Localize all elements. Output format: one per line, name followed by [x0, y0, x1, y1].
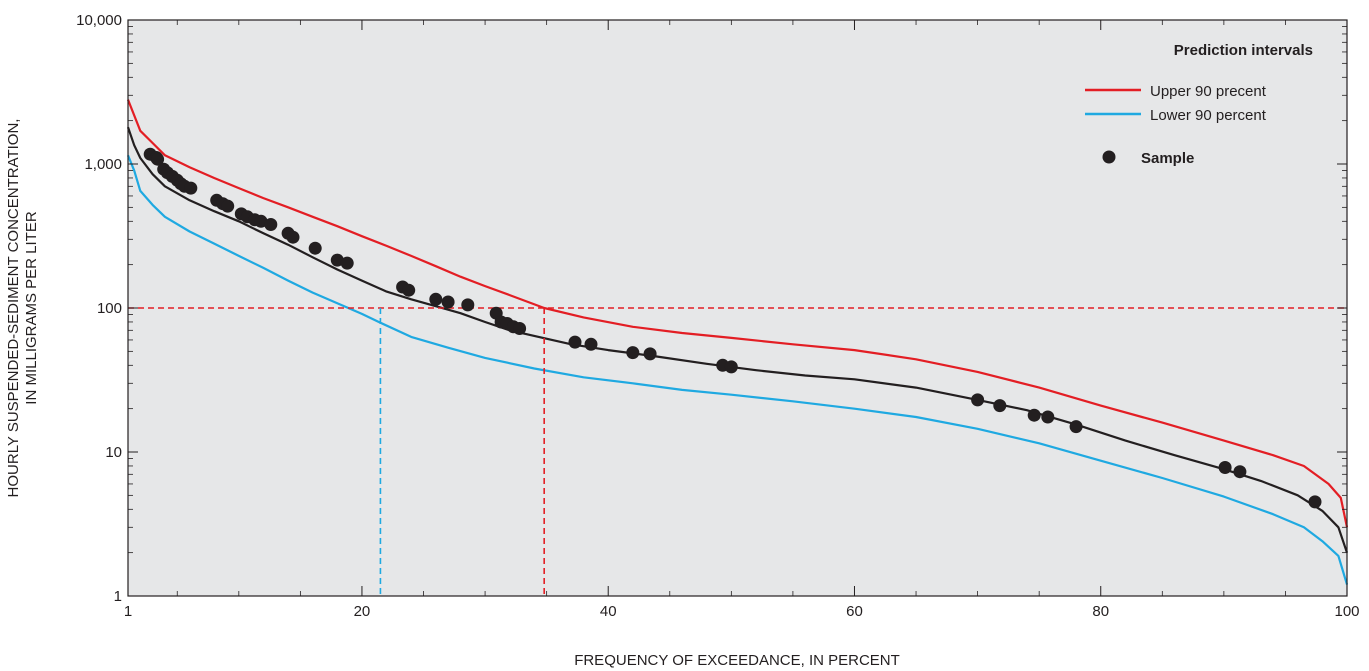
sample-point — [513, 322, 527, 335]
y-axis-title-line1: HOURLY SUSPENDED-SEDIMENT CONCENTRATION, — [5, 119, 22, 498]
regression-curve — [126, 126, 1349, 554]
sample-point — [971, 393, 985, 407]
y-tick-label: 1,000 — [84, 156, 122, 173]
upper-90-curve — [126, 99, 1349, 528]
sample-point — [1027, 408, 1041, 422]
sample-point — [643, 347, 657, 361]
x-tick-label: 100 — [1334, 603, 1359, 620]
sample-point — [568, 335, 582, 349]
y-tick-label: 10,000 — [76, 12, 122, 29]
sample-point — [1233, 465, 1247, 479]
sample-point — [441, 295, 455, 309]
y-tick-label: 1 — [114, 588, 122, 605]
sample-point — [184, 181, 198, 195]
sample-point — [402, 283, 416, 297]
y-tick-label: 10 — [105, 444, 122, 461]
sample-point — [584, 337, 598, 351]
x-tick-label: 20 — [354, 603, 371, 620]
sample-point — [1308, 495, 1322, 509]
sample-point — [151, 152, 165, 166]
x-axis-title: FREQUENCY OF EXCEEDANCE, IN PERCENT — [574, 652, 900, 669]
sample-point — [626, 346, 640, 360]
sample-point — [221, 199, 235, 213]
sample-point — [340, 256, 354, 270]
sample-point — [1041, 410, 1055, 424]
legend-title: Prediction intervals — [1174, 42, 1313, 59]
sample-point — [724, 360, 738, 374]
legend-lower-label: Lower 90 percent — [1150, 107, 1267, 124]
legend: Prediction intervals Upper 90 precent Lo… — [1085, 42, 1313, 167]
x-tick-label: 40 — [600, 603, 617, 620]
legend-upper-label: Upper 90 precent — [1150, 83, 1267, 100]
sample-point — [1069, 420, 1083, 434]
legend-sample-marker — [1102, 150, 1116, 164]
x-tick-label: 1 — [124, 603, 132, 620]
y-axis-title-line2: IN MILLIGRAMS PER LITER — [23, 211, 40, 405]
sample-point — [254, 214, 268, 228]
y-tick-label: 100 — [97, 300, 122, 317]
sample-point — [264, 218, 278, 231]
sample-point — [429, 292, 443, 306]
sample-point — [461, 298, 475, 312]
lower-90-curve — [126, 154, 1349, 585]
legend-sample-label: Sample — [1141, 150, 1194, 167]
x-tick-label: 80 — [1092, 603, 1109, 620]
sample-point — [330, 253, 344, 267]
sample-point — [308, 241, 322, 255]
x-tick-label: 60 — [846, 603, 863, 620]
sample-point — [993, 399, 1007, 413]
sample-point — [286, 230, 300, 244]
sample-point — [1218, 461, 1232, 474]
